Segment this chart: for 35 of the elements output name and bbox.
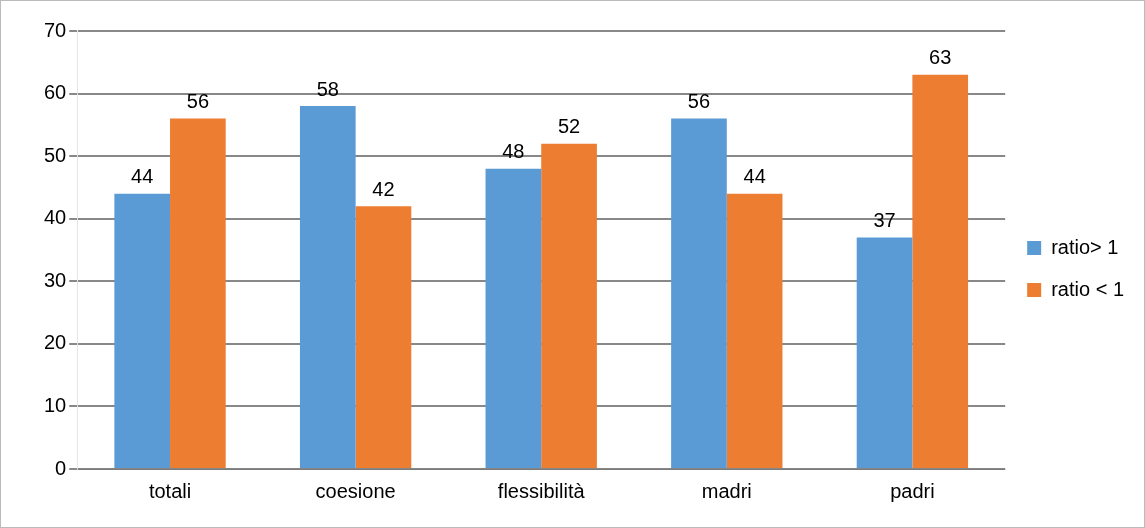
data-label: 56 <box>186 90 209 113</box>
bar <box>541 143 597 468</box>
y-tick-label: 60 <box>44 81 67 104</box>
data-label: 56 <box>687 90 711 113</box>
data-label: 37 <box>873 209 896 231</box>
y-tick-label: 20 <box>44 331 67 354</box>
data-label: 58 <box>316 77 339 100</box>
y-tick-label: 30 <box>44 268 67 291</box>
bar <box>114 193 171 468</box>
bar <box>299 106 356 468</box>
y-tick-label: 50 <box>44 143 67 166</box>
data-label: 48 <box>502 140 525 163</box>
y-tick-label: 40 <box>44 206 67 229</box>
x-tick-label: padri <box>890 479 935 502</box>
bar <box>912 74 969 468</box>
bar <box>355 206 412 468</box>
data-label: 63 <box>929 46 952 69</box>
legend-label: ratio < 1 <box>1051 277 1125 300</box>
bar <box>170 118 226 468</box>
y-tick-label: 70 <box>44 18 67 41</box>
bar <box>856 237 913 468</box>
x-tick-label: madri <box>701 479 752 502</box>
bar <box>671 118 727 468</box>
bar <box>485 168 542 468</box>
legend-label: ratio> 1 <box>1051 235 1119 258</box>
data-label: 44 <box>131 165 154 188</box>
y-tick-label: 0 <box>55 456 67 479</box>
data-label: 44 <box>743 165 766 188</box>
y-tick-label: 10 <box>44 393 67 416</box>
x-tick-label: totali <box>148 479 192 502</box>
bar <box>726 193 783 468</box>
x-tick-label: coesione <box>315 479 396 502</box>
data-label: 52 <box>557 115 581 138</box>
data-label: 42 <box>372 177 395 200</box>
x-tick-label: flessibilità <box>497 479 586 502</box>
